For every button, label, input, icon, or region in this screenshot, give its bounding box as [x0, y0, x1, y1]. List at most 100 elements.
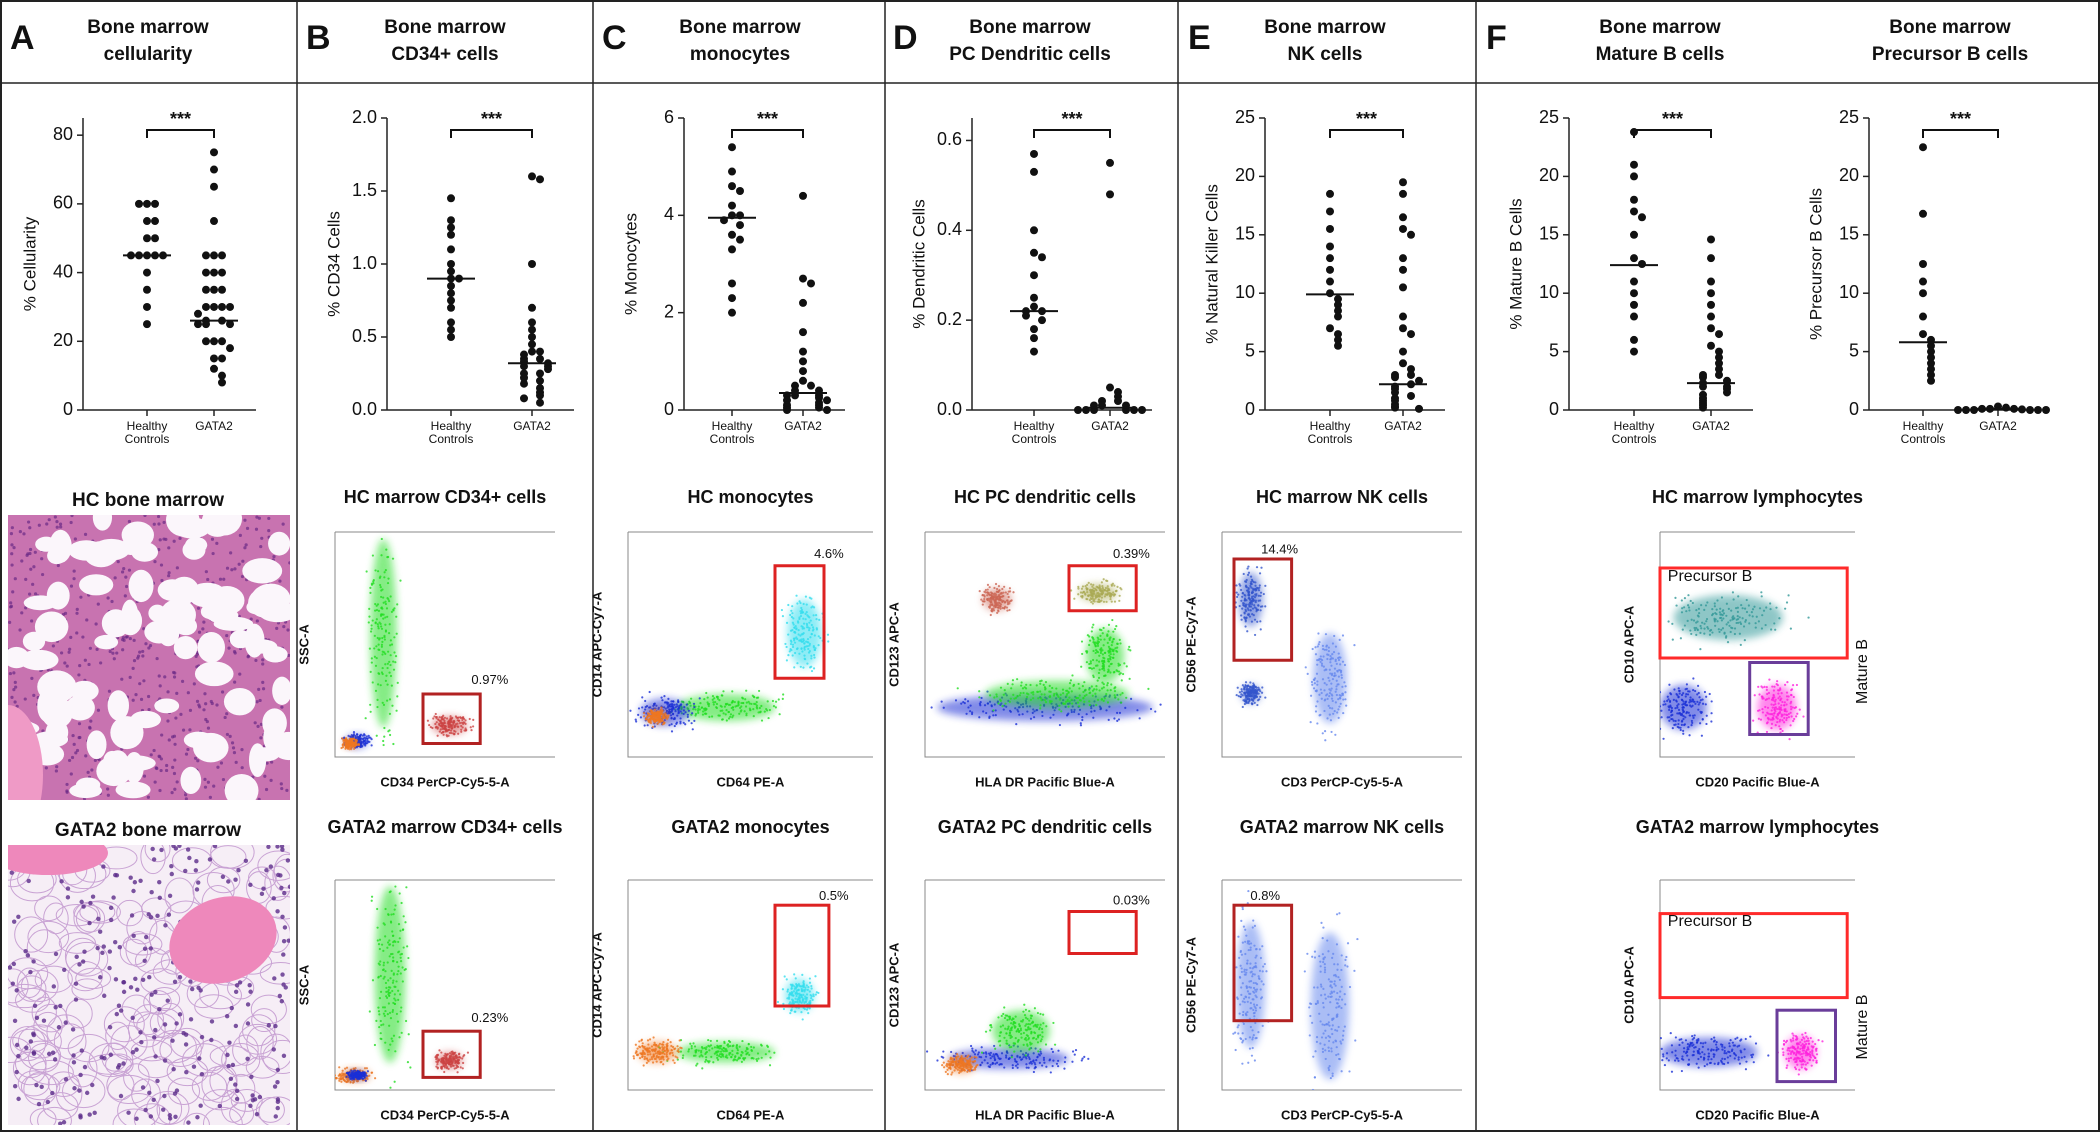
event: [1020, 681, 1023, 684]
event: [384, 1009, 387, 1013]
event: [1090, 710, 1093, 713]
cell-nucleus: [158, 788, 162, 793]
event: [448, 728, 451, 732]
fat-cell: [130, 1039, 173, 1062]
event: [397, 989, 400, 992]
event: [379, 1032, 382, 1035]
cell-nucleus: [170, 790, 174, 795]
cell-nucleus: [285, 788, 289, 792]
event: [768, 1050, 771, 1053]
event: [641, 1042, 644, 1045]
event: [793, 637, 796, 640]
cell-nucleus: [259, 544, 263, 549]
event: [404, 1019, 408, 1023]
event: [1077, 713, 1080, 716]
event: [1043, 693, 1046, 696]
event: [1091, 689, 1095, 692]
cell-nucleus: [45, 1099, 50, 1105]
cell-nucleus: [8, 965, 13, 970]
data-point: [1919, 277, 1927, 286]
cell-nucleus: [272, 1084, 278, 1089]
event: [371, 681, 374, 684]
event: [731, 1045, 734, 1048]
event: [725, 1049, 728, 1053]
data-point: [1399, 324, 1407, 333]
event: [808, 981, 812, 984]
data-point: [1919, 330, 1927, 339]
cell-nucleus: [266, 845, 271, 849]
cell-nucleus: [231, 746, 236, 750]
x-tick-label-box: Healthy Controls: [710, 420, 755, 446]
event: [1093, 643, 1097, 646]
significance-bracket: [450, 129, 533, 138]
event: [668, 724, 671, 727]
event: [1039, 680, 1042, 683]
event: [689, 704, 692, 707]
event: [1002, 693, 1005, 696]
event: [648, 717, 652, 720]
event: [692, 707, 695, 711]
event: [1011, 679, 1015, 682]
cell-nucleus: [228, 1076, 234, 1081]
event: [388, 955, 391, 958]
cell-nucleus: [276, 872, 281, 878]
cell-nucleus: [131, 933, 136, 939]
cell-nucleus: [110, 599, 114, 604]
event: [1029, 683, 1032, 687]
fat-vacuole: [148, 604, 167, 622]
event: [382, 743, 385, 747]
event: [810, 657, 813, 660]
fat-cell: [75, 904, 106, 933]
event: [453, 720, 456, 723]
event: [740, 701, 743, 705]
event: [801, 650, 804, 653]
cell-nucleus: [161, 1107, 166, 1112]
cell-nucleus: [144, 642, 148, 646]
histology-image: [8, 515, 290, 800]
event: [790, 615, 793, 619]
event: [371, 979, 375, 982]
flow-plot: [335, 885, 470, 1089]
event: [757, 711, 760, 714]
event: [993, 586, 996, 590]
event: [745, 712, 748, 715]
event: [1001, 595, 1004, 598]
cell-nucleus: [158, 684, 162, 688]
cell-nucleus: [101, 944, 106, 949]
event: [701, 1047, 704, 1050]
event: [930, 706, 933, 709]
fat-cell: [71, 978, 104, 1000]
event: [380, 1024, 383, 1027]
cell-nucleus: [207, 857, 213, 862]
event: [802, 611, 805, 614]
event: [682, 712, 685, 716]
fat-cell: [257, 850, 290, 881]
cell-nucleus: [82, 949, 87, 954]
cell-nucleus: [12, 671, 16, 675]
event: [813, 634, 816, 637]
data-point: [1334, 306, 1342, 315]
data-point: [1326, 324, 1334, 333]
event: [686, 713, 689, 716]
cell-nucleus: [138, 682, 142, 686]
event: [361, 744, 364, 747]
cell-nucleus: [73, 537, 77, 541]
data-point: [1326, 242, 1334, 251]
event: [642, 712, 646, 715]
event: [345, 1075, 348, 1078]
cell-nucleus: [280, 972, 285, 977]
event: [803, 648, 806, 651]
event: [382, 968, 385, 971]
event: [1012, 591, 1015, 594]
event: [778, 713, 781, 716]
event: [391, 952, 394, 956]
cell-nucleus: [134, 1047, 139, 1052]
event: [394, 940, 397, 944]
y-tick-label: 0: [1849, 399, 1859, 419]
event: [964, 698, 967, 701]
data-point: [1326, 277, 1334, 286]
y-tick-label: 0: [1245, 399, 1255, 419]
event: [1073, 710, 1076, 713]
event: [428, 723, 431, 727]
event: [391, 1008, 395, 1012]
